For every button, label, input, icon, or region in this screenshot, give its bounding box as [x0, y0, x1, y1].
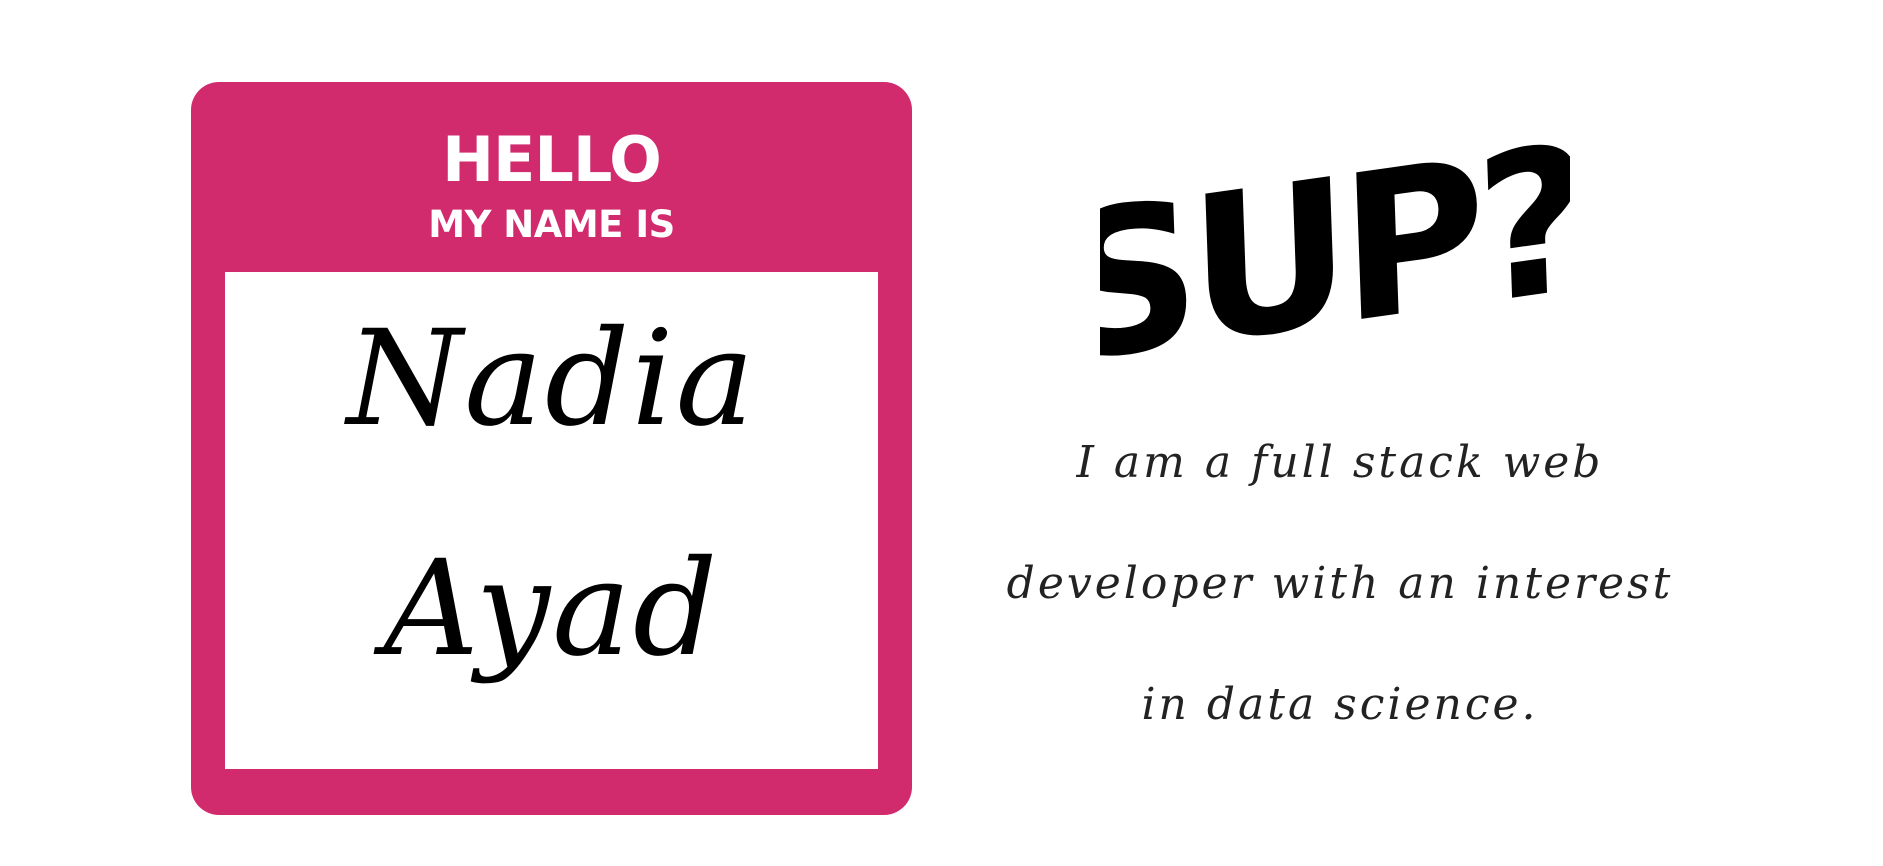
- name-badge: HELLO MY NAME IS Nadia Ayad: [191, 82, 912, 815]
- last-name: Ayad: [383, 532, 720, 686]
- badge-name-area: Nadia Ayad: [225, 272, 878, 769]
- bio-line-2: developer with an interest: [1006, 558, 1674, 609]
- bio-line-3: in data science.: [1141, 679, 1539, 730]
- first-name: Nadia: [346, 302, 757, 456]
- badge-hello-heading: HELLO: [442, 123, 662, 196]
- graffiti-sup-logo: SUP?: [1100, 112, 1570, 382]
- bio-text: I am a full stack web developer with an …: [960, 402, 1720, 765]
- graffiti-sup-text: SUP?: [1100, 112, 1570, 382]
- badge-subtitle: MY NAME IS: [428, 203, 675, 246]
- bio-line-1: I am a full stack web: [1076, 437, 1604, 488]
